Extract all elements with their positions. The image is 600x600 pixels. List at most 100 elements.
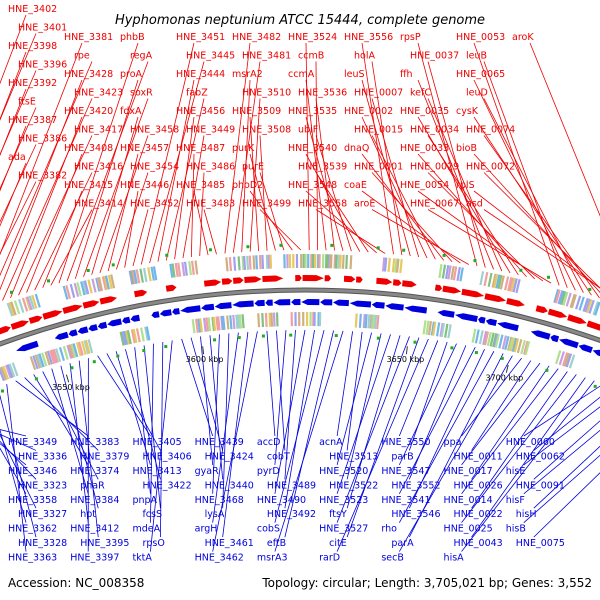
reverse-cog-track-stripe — [270, 312, 274, 327]
feature-tracks — [0, 243, 600, 393]
forward-cog-track-stripe — [441, 264, 447, 279]
gene-label: HNE_3379 — [80, 451, 129, 462]
reverse-cog-track-stripe — [66, 344, 73, 359]
forward-cog-track-stripe — [459, 267, 464, 282]
label-connector — [212, 331, 258, 552]
gene-label: phoD2 — [232, 180, 263, 191]
reverse-cog-track-stripe — [6, 364, 14, 379]
label-connector — [0, 440, 37, 480]
forward-cog-track-stripe — [497, 274, 503, 289]
reverse-cog-track-stripe — [72, 343, 79, 358]
label-connector — [0, 42, 83, 256]
gene-label: HNE_3386 — [18, 134, 67, 145]
forward-cog-track-stripe — [345, 254, 349, 269]
forward-cog-track-stripe — [557, 290, 564, 305]
reverse-strand-track-gene — [301, 299, 320, 306]
reverse-cog-track-stripe — [257, 313, 261, 328]
label-connector — [107, 153, 139, 272]
inner-marker-track-mark — [142, 349, 146, 353]
reverse-cog-track-stripe — [207, 317, 212, 332]
forward-strand-track-gene — [484, 293, 507, 302]
gene-label: proA — [120, 69, 143, 80]
label-connector — [346, 335, 401, 509]
forward-strand-track-gene — [586, 320, 600, 331]
reverse-cog-track-stripe — [202, 317, 207, 332]
label-connector — [203, 209, 217, 255]
reverse-cog-track-stripe — [55, 348, 62, 363]
reverse-strand-track-gene — [130, 314, 140, 322]
outer-marker-track-mark — [208, 248, 212, 252]
gene-label: HNE_3323 — [18, 480, 67, 491]
forward-cog-track-stripe — [21, 297, 29, 312]
gene-label: HNE_3462 — [195, 553, 244, 564]
forward-cog-track-stripe — [246, 255, 250, 270]
inner-marker-track-mark — [545, 368, 549, 372]
reverse-cog-track-stripe — [523, 340, 529, 355]
reverse-strand-track-gene — [88, 324, 98, 332]
forward-cog-track-stripe — [110, 274, 116, 289]
reverse-cog-track-stripe — [241, 314, 245, 329]
forward-cog-track-stripe — [82, 280, 88, 295]
label-connector — [315, 98, 335, 251]
gene-label: HNE_3374 — [70, 466, 119, 477]
forward-cog-track-stripe — [128, 270, 134, 285]
label-connector — [483, 98, 584, 293]
forward-cog-track-stripe — [592, 301, 599, 316]
reverse-strand-track-gene — [349, 300, 372, 308]
forward-cog-track-stripe — [31, 294, 38, 309]
gene-label: HNE_3468 — [195, 495, 244, 506]
label-connector — [274, 330, 344, 552]
reverse-cog-track-stripe — [4, 364, 12, 379]
reverse-cog-track-stripe — [145, 326, 151, 341]
gene-label: HNE_3384 — [70, 495, 119, 506]
reverse-cog-track-stripe — [51, 349, 58, 364]
tick-label: 3600 kbp — [186, 355, 224, 364]
gene-label: cysK — [456, 106, 479, 117]
forward-strand-track-gene — [434, 284, 443, 292]
label-connector — [274, 329, 306, 494]
outer-marker-track-mark — [547, 275, 551, 279]
label-connector — [408, 341, 448, 451]
label-connector — [222, 333, 230, 509]
label-connector — [157, 79, 195, 262]
label-connector — [259, 172, 285, 251]
forward-cog-track-stripe — [553, 288, 560, 304]
label-connector — [0, 144, 37, 223]
label-connector — [24, 377, 99, 451]
forward-cog-track-stripe — [261, 254, 265, 270]
reverse-cog-track-stripe — [471, 328, 477, 343]
gene-label: regA — [130, 51, 153, 62]
forward-cog-track-stripe — [512, 278, 518, 293]
reverse-cog-track-stripe — [38, 353, 45, 368]
forward-cog-track-stripe — [34, 293, 41, 308]
label-connector — [427, 209, 552, 284]
forward-strand-track-gene — [392, 279, 402, 286]
gene-label: HNE_3336 — [18, 451, 67, 462]
forward-cog-track-stripe — [25, 296, 32, 311]
label-connector — [150, 340, 173, 552]
topology-text: Topology: circular; Length: 3,705,021 bp… — [261, 576, 592, 590]
reverse-strand-track-gene — [485, 318, 497, 326]
gene-label: purK — [232, 143, 255, 154]
forward-cog-track-stripe — [499, 275, 505, 290]
reverse-cog-track-stripe — [427, 321, 433, 336]
forward-cog-track-stripe — [96, 277, 102, 292]
gene-label: HNE_0072 — [466, 162, 515, 173]
gene-label: HNE_3413 — [132, 466, 181, 477]
gene-label: HNE_3454 — [130, 162, 179, 173]
reverse-cog-track-stripe — [132, 328, 138, 344]
forward-cog-track-stripe — [447, 265, 452, 280]
gene-label: HNE_3524 — [288, 32, 337, 43]
forward-cog-track-stripe — [139, 268, 144, 283]
gene-label: rpsO — [142, 538, 164, 549]
forward-cog-track-stripe — [190, 260, 195, 275]
reverse-cog-track-stripe — [41, 352, 48, 367]
inner-marker-track-mark — [500, 356, 504, 360]
outer-marker-track — [9, 243, 592, 294]
forward-cog-track-stripe — [69, 283, 76, 298]
forward-cog-track-stripe — [147, 267, 152, 282]
reverse-cog-track-stripe — [354, 313, 358, 328]
reverse-cog-track-stripe — [144, 326, 149, 341]
forward-cog-track-stripe — [507, 277, 513, 292]
